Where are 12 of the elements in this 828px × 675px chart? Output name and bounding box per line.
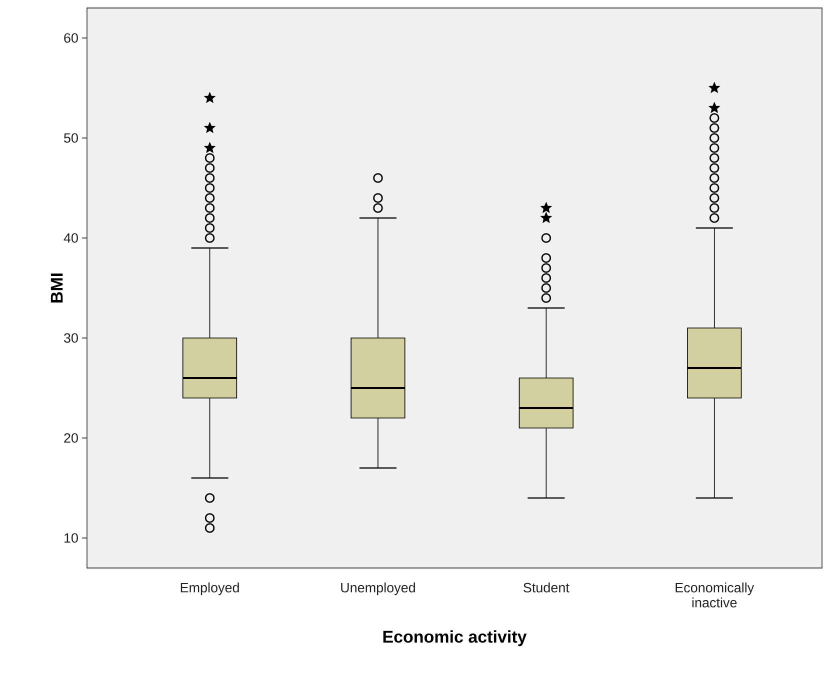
x-tick-label: Student (524, 582, 570, 592)
x-tick-label: Economically inactive (676, 582, 754, 608)
y-tick-label: 20 (64, 433, 78, 443)
y-tick-label: 40 (64, 233, 78, 243)
y-tick-label: 30 (64, 333, 78, 343)
y-tick-label: 60 (64, 33, 78, 43)
x-tick-label: Unemployed (341, 582, 415, 596)
y-tick-label: 10 (64, 533, 78, 543)
x-tick-label: Employed (180, 582, 239, 596)
y-axis-title: BMI (50, 274, 63, 302)
x-axis-title: Economic activity (383, 630, 527, 646)
y-tick-label: 50 (64, 133, 78, 143)
